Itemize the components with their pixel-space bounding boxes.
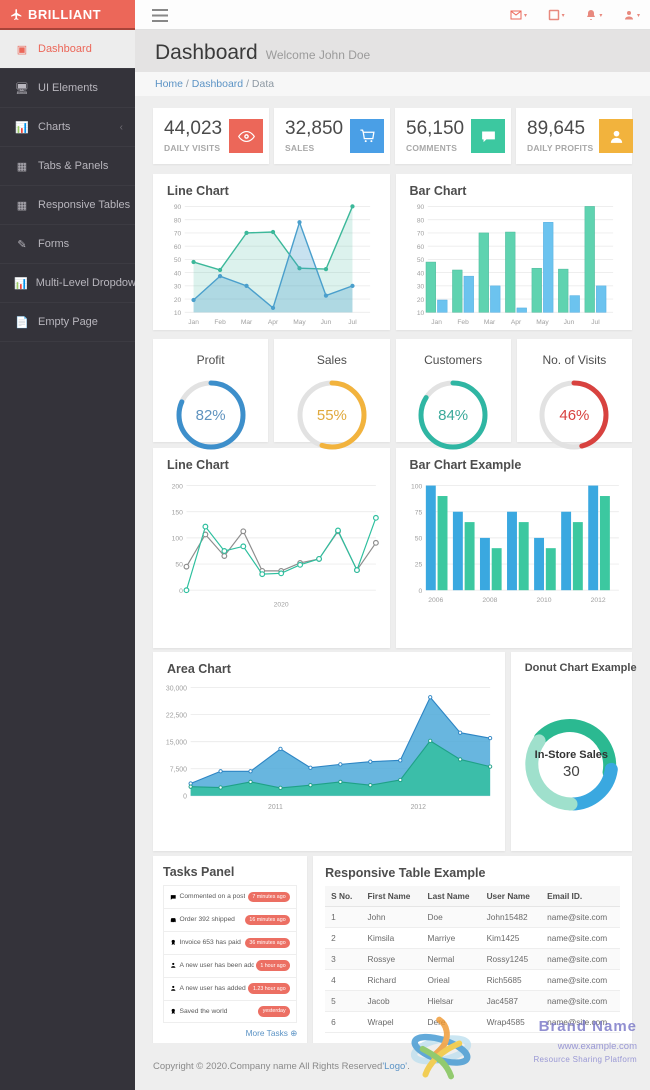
svg-text:20: 20 (416, 297, 424, 304)
svg-text:Mar: Mar (241, 319, 253, 326)
svg-text:75: 75 (414, 509, 422, 516)
svg-text:50: 50 (414, 535, 422, 542)
svg-text:2020: 2020 (274, 601, 289, 608)
svg-text:2011: 2011 (268, 804, 283, 811)
svg-text:Apr: Apr (510, 319, 521, 326)
svg-text:90: 90 (416, 204, 424, 211)
svg-text:Jul: Jul (591, 319, 600, 326)
svg-text:Jan: Jan (188, 319, 199, 326)
svg-text:22,500: 22,500 (166, 713, 187, 720)
svg-text:20: 20 (174, 297, 182, 304)
svg-text:2010: 2010 (536, 597, 551, 604)
svg-text:2012: 2012 (411, 804, 426, 811)
svg-text:200: 200 (172, 483, 184, 490)
svg-text:May: May (536, 319, 549, 326)
svg-text:Feb: Feb (214, 319, 226, 326)
svg-text:Jan: Jan (431, 319, 442, 326)
svg-text:25: 25 (414, 562, 422, 569)
svg-text:50: 50 (174, 257, 182, 264)
svg-text:2008: 2008 (482, 597, 497, 604)
svg-text:30: 30 (174, 284, 182, 291)
svg-text:100: 100 (172, 535, 184, 542)
svg-text:100: 100 (410, 483, 422, 490)
svg-text:May: May (293, 319, 306, 326)
svg-text:10: 10 (416, 310, 424, 317)
svg-text:0: 0 (183, 794, 187, 801)
svg-text:60: 60 (416, 244, 424, 251)
svg-text:70: 70 (416, 231, 424, 238)
svg-text:80: 80 (174, 217, 182, 224)
svg-text:Mar: Mar (483, 319, 495, 326)
svg-text:150: 150 (172, 509, 184, 516)
svg-text:2012: 2012 (590, 597, 605, 604)
svg-text:Jun: Jun (563, 319, 574, 326)
svg-text:Jun: Jun (321, 319, 332, 326)
svg-text:90: 90 (174, 204, 182, 211)
svg-text:30,000: 30,000 (166, 685, 187, 692)
svg-text:60: 60 (174, 244, 182, 251)
svg-text:7,500: 7,500 (170, 767, 187, 774)
svg-text:30: 30 (416, 284, 424, 291)
svg-text:40: 40 (416, 270, 424, 277)
svg-text:50: 50 (416, 257, 424, 264)
svg-text:50: 50 (175, 562, 183, 569)
svg-text:Jul: Jul (348, 319, 357, 326)
svg-text:15,000: 15,000 (166, 740, 187, 747)
svg-text:Feb: Feb (457, 319, 469, 326)
svg-text:2006: 2006 (428, 597, 443, 604)
svg-text:0: 0 (418, 588, 422, 595)
svg-text:10: 10 (174, 310, 182, 317)
svg-text:Apr: Apr (268, 319, 279, 326)
svg-text:80: 80 (416, 217, 424, 224)
svg-text:0: 0 (179, 588, 183, 595)
svg-text:40: 40 (174, 270, 182, 277)
svg-text:70: 70 (174, 231, 182, 238)
